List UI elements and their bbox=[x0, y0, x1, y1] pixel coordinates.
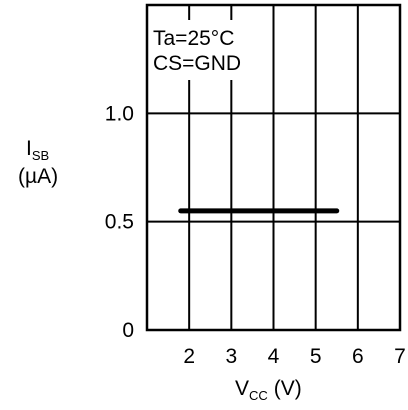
y-tick-labels: 0 0.5 1.0 bbox=[105, 102, 134, 342]
x-axis-label-sub: CC bbox=[249, 388, 268, 403]
y-axis-label: ISB (µA) bbox=[18, 137, 58, 188]
x-tick-label-2: 2 bbox=[183, 345, 195, 368]
x-axis-label: VCC (V) bbox=[235, 377, 302, 403]
x-tick-label-7: 7 bbox=[394, 345, 406, 368]
annotation-background bbox=[149, 20, 272, 80]
svg-text:VCC(V): VCC (V) bbox=[235, 377, 302, 403]
y-axis-label-main: I bbox=[26, 137, 32, 160]
y-tick-label-0: 0 bbox=[122, 319, 134, 342]
plot-frame bbox=[145, 3, 402, 332]
y-axis-label-unit: (µA) bbox=[18, 165, 58, 188]
x-tick-labels: 2 3 4 5 6 7 bbox=[183, 345, 406, 368]
y-tick-label-1.0: 1.0 bbox=[105, 102, 134, 125]
svg-text:ISB: ISB bbox=[26, 137, 49, 163]
annotation-cs: CS=GND bbox=[153, 52, 241, 75]
x-tick-label-6: 6 bbox=[352, 345, 364, 368]
y-tick-label-0.5: 0.5 bbox=[105, 211, 134, 234]
x-tick-label-3: 3 bbox=[225, 345, 237, 368]
annotation-temperature: Ta=25°C bbox=[153, 27, 234, 50]
x-tick-label-4: 4 bbox=[268, 345, 280, 368]
y-axis-label-sub: SB bbox=[32, 148, 49, 163]
x-axis-label-main: V bbox=[235, 377, 249, 400]
x-tick-label-5: 5 bbox=[310, 345, 322, 368]
x-axis-label-unit: (V) bbox=[274, 377, 302, 400]
